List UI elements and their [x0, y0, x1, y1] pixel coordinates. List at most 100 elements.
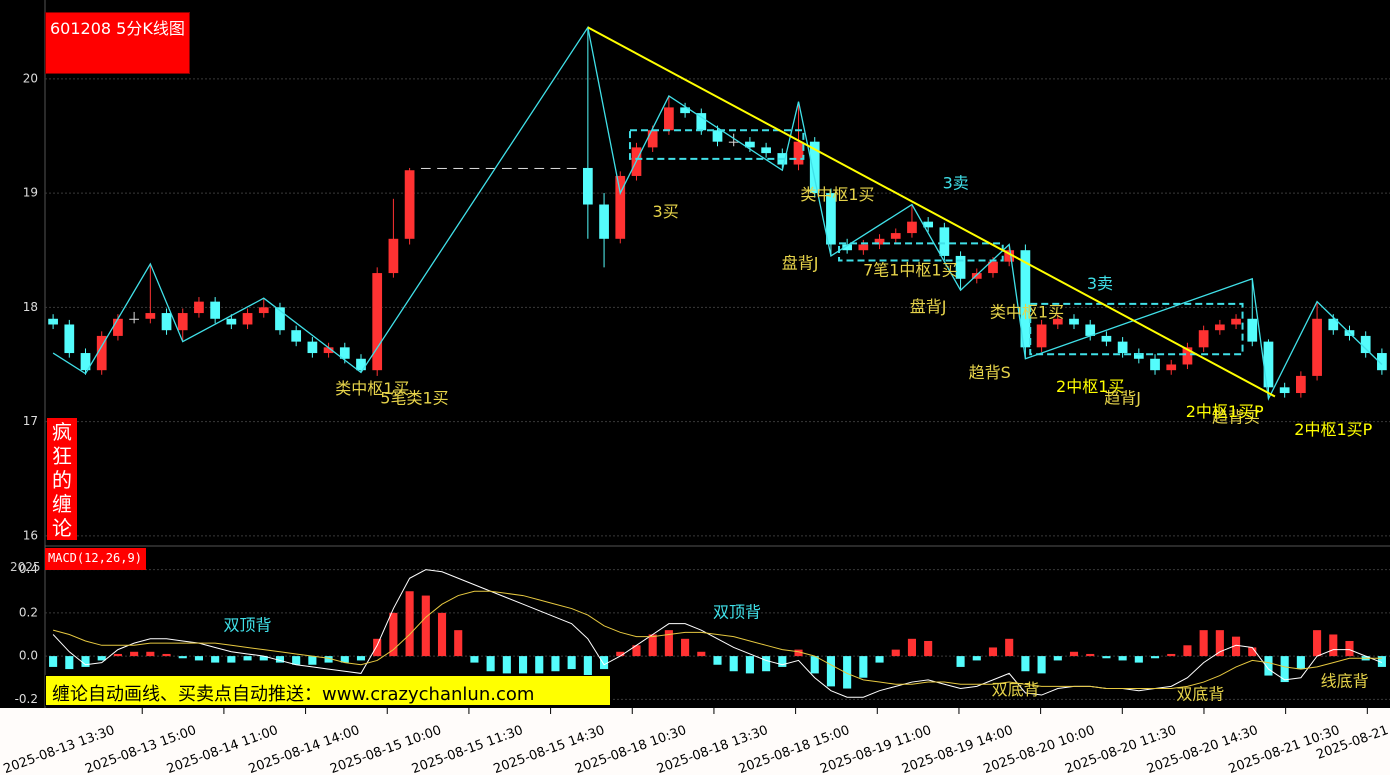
- center-box: [1029, 302, 1244, 356]
- annotation: 2中枢1买P: [1186, 402, 1264, 421]
- macd-bar: [843, 656, 852, 689]
- macd-bar: [1232, 636, 1241, 657]
- macd-bar: [421, 595, 430, 657]
- macd-bar: [972, 656, 981, 661]
- candle-body: [583, 167, 593, 205]
- macd-bar: [113, 653, 122, 657]
- candle-body: [1328, 318, 1339, 331]
- annotation: 双底背: [1176, 685, 1224, 704]
- macd-bar: [745, 656, 754, 674]
- y-tick-label: 19: [23, 186, 38, 200]
- macd-title: MACD(12,26,9): [45, 548, 146, 570]
- macd-bar: [340, 656, 349, 663]
- macd-bar: [1037, 656, 1046, 674]
- macd-bar: [259, 656, 268, 661]
- candle-body: [809, 141, 820, 194]
- macd-bar: [1280, 656, 1289, 683]
- candle-body: [955, 255, 966, 279]
- macd-bar: [875, 656, 884, 663]
- candle-body: [1166, 364, 1177, 371]
- macd-bar: [373, 638, 382, 657]
- candle-body: [1004, 250, 1015, 262]
- annotation: 2中枢1买P: [1294, 420, 1372, 439]
- candle-body: [1360, 335, 1371, 354]
- candle-body: [1101, 335, 1112, 342]
- y-tick-label: 20: [23, 71, 38, 85]
- candle-body: [96, 335, 107, 371]
- macd-bar: [1134, 656, 1143, 663]
- macd-bar: [389, 612, 398, 657]
- annotation: 双顶背: [713, 602, 761, 621]
- macd-bar: [81, 656, 90, 667]
- macd-bar: [130, 651, 139, 657]
- candle-body: [874, 238, 885, 245]
- candle-body: [1117, 341, 1128, 354]
- macd-bar: [1167, 653, 1176, 657]
- macd-bar: [778, 656, 787, 667]
- macd-bar: [551, 656, 560, 672]
- macd-bar: [1021, 656, 1030, 672]
- candle-body: [194, 301, 204, 314]
- candle-body: [923, 221, 934, 228]
- candle-body: [404, 170, 415, 239]
- dea-line: [52, 590, 1382, 690]
- center-box: [838, 242, 1004, 262]
- macd-bar: [356, 656, 366, 661]
- macd-bar: [518, 656, 528, 674]
- candle-body: [971, 273, 982, 279]
- macd-bar: [1264, 656, 1273, 676]
- macd-bar: [1248, 647, 1257, 657]
- candle-body: [388, 238, 399, 274]
- candle-body: [64, 324, 75, 354]
- candle-body: [1377, 353, 1387, 371]
- candle-body: [826, 193, 836, 245]
- candle-body: [907, 221, 917, 234]
- macd-bar: [97, 656, 106, 661]
- annotation: 类中枢1买: [800, 185, 874, 204]
- macd-bar: [65, 656, 74, 670]
- macd-bar: [49, 656, 58, 667]
- candle-body: [226, 318, 237, 325]
- dif-line: [52, 569, 1383, 698]
- macd-bar: [567, 656, 576, 670]
- candle-body: [842, 244, 852, 251]
- macd-bar: [583, 656, 592, 678]
- macd-bar: [600, 656, 609, 670]
- macd-bar: [1005, 638, 1014, 657]
- y-tick-label: 0.0: [19, 649, 38, 663]
- candle-body: [420, 167, 431, 169]
- annotation: 7笔1中枢1买: [863, 260, 958, 279]
- candle-body: [1182, 347, 1193, 365]
- candle-body: [1312, 318, 1322, 376]
- macd-bar: [178, 656, 187, 659]
- candle-body: [161, 313, 172, 331]
- candle-body: [242, 313, 253, 325]
- candle-body: [599, 204, 609, 239]
- candle-body: [339, 347, 350, 359]
- annotation: 趋背S: [969, 363, 1011, 382]
- macd-bar: [1102, 656, 1111, 659]
- candle-body: [680, 107, 690, 114]
- annotation: 趋背J: [1104, 388, 1141, 407]
- candle-body: [275, 307, 285, 331]
- macd-bar: [924, 640, 933, 657]
- macd-bar: [243, 656, 252, 661]
- macd-bar: [324, 656, 333, 663]
- macd-bar: [1215, 630, 1224, 657]
- candle-body: [307, 341, 318, 354]
- macd-bar: [194, 656, 203, 661]
- candle-body: [550, 167, 561, 169]
- candle-body: [534, 167, 545, 169]
- macd-bar: [697, 651, 706, 657]
- candle-body: [1279, 387, 1290, 394]
- corner-text: 2025: [10, 560, 41, 574]
- candle-body: [728, 141, 739, 143]
- y-tick-label: -0.2: [15, 692, 38, 706]
- candle-body: [80, 353, 91, 371]
- candle-body: [1150, 358, 1160, 371]
- macd-bar: [1053, 656, 1062, 661]
- annotation: 5笔类1买: [380, 388, 448, 407]
- macd-bar: [664, 630, 673, 657]
- center-box: [628, 129, 805, 160]
